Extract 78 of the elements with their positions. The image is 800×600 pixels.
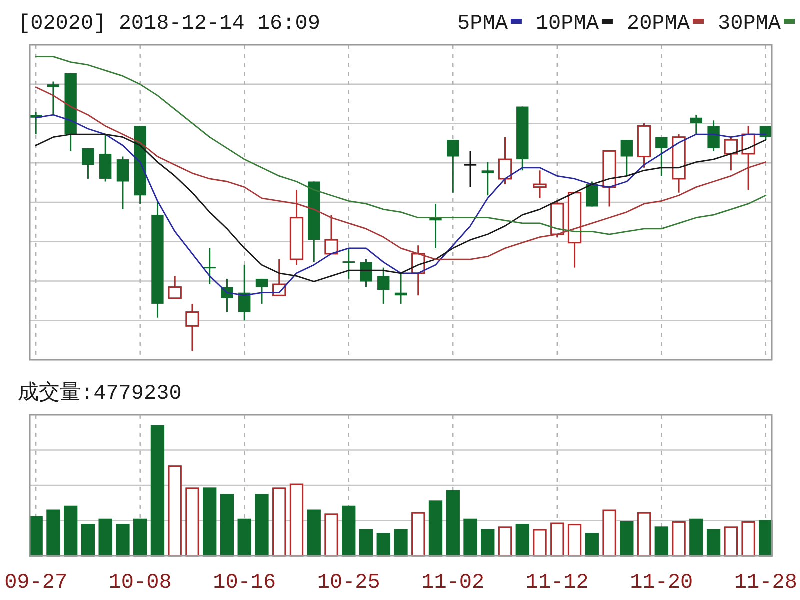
- bar: [168, 466, 182, 557]
- candlestick: [82, 148, 94, 180]
- x-tick-label: 11-02: [422, 572, 485, 595]
- bar: [238, 518, 252, 557]
- candlestick: [482, 162, 494, 196]
- legend-label: 5PMA: [458, 13, 508, 36]
- bar: [64, 506, 78, 557]
- bar: [724, 526, 738, 557]
- bar: [637, 512, 652, 557]
- bar: [186, 488, 200, 557]
- legend-label: 10PMA: [536, 13, 600, 36]
- x-tick-label: 10-08: [108, 572, 172, 595]
- candlestick: [116, 156, 130, 210]
- candlestick: [586, 181, 598, 208]
- bar: [324, 514, 338, 557]
- candlestick: [186, 303, 200, 352]
- candlestick: [324, 214, 338, 255]
- bar: [307, 510, 321, 557]
- candlestick: [360, 258, 372, 288]
- bar: [742, 521, 756, 557]
- bar: [568, 524, 582, 557]
- bar: [81, 524, 96, 557]
- candlestick: [533, 170, 547, 200]
- candlestick: [378, 267, 390, 305]
- bar: [516, 524, 530, 557]
- x-tick-label: 09-27: [4, 572, 68, 595]
- x-tick-label: 11-12: [526, 572, 589, 595]
- candlestick: [464, 150, 477, 188]
- bar: [98, 518, 112, 557]
- bar: [654, 526, 668, 557]
- bar: [620, 521, 634, 557]
- x-tick-label: 11-28: [734, 572, 798, 595]
- bar: [220, 494, 234, 557]
- bar: [342, 506, 356, 557]
- candlestick: [342, 248, 355, 280]
- bar: [481, 529, 495, 557]
- bar: [116, 524, 130, 557]
- bar: [672, 521, 686, 557]
- candlestick: [760, 125, 772, 141]
- bar: [585, 533, 599, 557]
- candlestick: [708, 120, 720, 152]
- candlestick: [656, 136, 668, 177]
- x-tick-label: 10-25: [317, 572, 380, 595]
- x-tick-label: 10-16: [213, 572, 276, 595]
- legend-label: 30PMA: [718, 13, 782, 36]
- chart-title: [02020] 2018-12-14 16:09: [18, 13, 320, 36]
- candlestick: [238, 264, 251, 322]
- bar: [690, 518, 704, 557]
- bar: [394, 529, 408, 557]
- bar: [550, 522, 564, 557]
- bar: [464, 518, 478, 557]
- bar: [290, 484, 304, 557]
- bar: [359, 529, 374, 557]
- legend-label: 20PMA: [626, 13, 690, 36]
- x-tick-label: 11-20: [630, 572, 694, 595]
- bar: [255, 494, 269, 557]
- bar: [428, 500, 443, 557]
- bar: [134, 518, 148, 557]
- candlestick: [620, 139, 633, 177]
- bar: [412, 512, 426, 557]
- bar: [446, 490, 460, 557]
- bar: [498, 526, 512, 557]
- bar: [533, 529, 547, 557]
- candlestick: [447, 139, 460, 194]
- bar: [150, 425, 165, 557]
- candlestick: [47, 81, 60, 116]
- candlestick: [690, 114, 702, 136]
- bar: [46, 510, 60, 557]
- candlestick: [168, 275, 182, 300]
- bar: [602, 510, 616, 557]
- chart-title: 成交量:4779230: [18, 381, 182, 406]
- bar: [376, 533, 390, 557]
- candlestick: [256, 278, 268, 305]
- bar: [706, 529, 721, 557]
- candlestick: [204, 248, 216, 286]
- bar: [272, 488, 286, 557]
- candlestick: [724, 136, 738, 172]
- bar: [203, 488, 217, 557]
